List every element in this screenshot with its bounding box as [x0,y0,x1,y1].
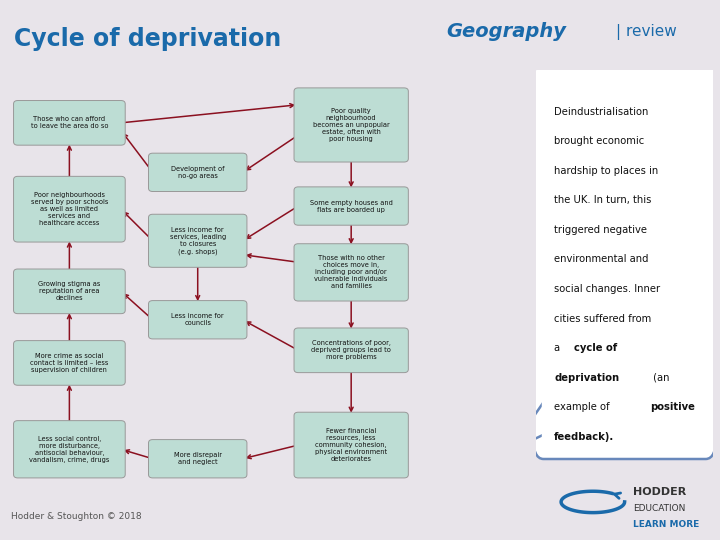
Text: a: a [554,343,563,353]
FancyBboxPatch shape [294,88,408,162]
Text: triggered negative: triggered negative [554,225,647,235]
FancyBboxPatch shape [148,301,247,339]
Text: LEARN MORE: LEARN MORE [634,521,700,529]
Text: environmental and: environmental and [554,254,649,265]
Text: Hodder & Stoughton © 2018: Hodder & Stoughton © 2018 [11,512,141,521]
FancyBboxPatch shape [148,440,247,478]
Text: Fewer financial
resources, less
community cohesion,
physical environment
deterio: Fewer financial resources, less communit… [315,428,387,462]
Text: Poor quality
neighbourhood
becomes an unpopular
estate, often with
poor housing: Poor quality neighbourhood becomes an un… [312,108,390,142]
Text: feedback).: feedback). [554,432,614,442]
FancyBboxPatch shape [14,177,125,242]
Text: Poor neighbourhoods
served by poor schools
as well as limited
services and
healt: Poor neighbourhoods served by poor schoo… [31,192,108,226]
Text: example of: example of [554,402,613,413]
Text: Deindustrialisation: Deindustrialisation [554,106,649,117]
FancyBboxPatch shape [533,62,716,459]
Text: Less income for
councils: Less income for councils [171,313,224,326]
Polygon shape [510,402,544,451]
Text: cycle of: cycle of [575,343,618,353]
FancyBboxPatch shape [294,412,408,478]
Text: deprivation: deprivation [554,373,619,383]
Text: brought economic: brought economic [554,136,644,146]
FancyBboxPatch shape [148,153,247,192]
Text: social changes. Inner: social changes. Inner [554,284,660,294]
Text: HODDER: HODDER [634,487,687,497]
FancyBboxPatch shape [148,214,247,267]
FancyBboxPatch shape [14,100,125,145]
Text: (an: (an [650,373,670,383]
Text: Concentrations of poor,
deprived groups lead to
more problems: Concentrations of poor, deprived groups … [311,340,391,360]
Text: More disrepair
and neglect: More disrepair and neglect [174,453,222,465]
FancyBboxPatch shape [294,187,408,225]
FancyBboxPatch shape [14,341,125,385]
FancyBboxPatch shape [14,421,125,478]
Text: hardship to places in: hardship to places in [554,166,658,176]
Text: Less social control,
more disturbance,
antisocial behaviour,
vandalism, crime, d: Less social control, more disturbance, a… [30,436,109,463]
FancyBboxPatch shape [14,269,125,314]
Text: Cycle of deprivation: Cycle of deprivation [14,26,282,51]
Text: Growing stigma as
reputation of area
declines: Growing stigma as reputation of area dec… [38,281,101,301]
FancyBboxPatch shape [294,328,408,373]
Text: Geography: Geography [446,22,567,41]
Text: the UK. In turn, this: the UK. In turn, this [554,195,652,205]
Text: More crime as social
contact is limited – less
supervision of children: More crime as social contact is limited … [30,353,109,373]
Text: EDUCATION: EDUCATION [634,504,685,512]
Text: Those who can afford
to leave the area do so: Those who can afford to leave the area d… [31,116,108,130]
Text: Those with no other
choices move in,
including poor and/or
vulnerable individual: Those with no other choices move in, inc… [315,255,388,289]
Text: Less income for
services, leading
to closures
(e.g. shops): Less income for services, leading to clo… [170,227,226,254]
Text: Development of
no-go areas: Development of no-go areas [171,166,225,179]
Text: positive: positive [650,402,695,413]
Text: cities suffered from: cities suffered from [554,314,652,323]
Text: Some empty houses and
flats are boarded up: Some empty houses and flats are boarded … [310,200,392,213]
Text: | review: | review [616,24,676,39]
FancyBboxPatch shape [294,244,408,301]
